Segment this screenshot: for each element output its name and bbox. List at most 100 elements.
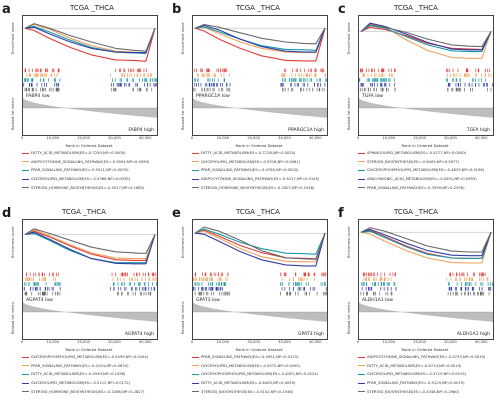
hit-mark — [484, 272, 486, 277]
hit-mark — [36, 287, 37, 291]
hit-mark — [478, 68, 479, 73]
hit-mark — [314, 68, 316, 73]
legend-swatch — [22, 187, 29, 189]
hit-mark — [43, 291, 45, 296]
hit-mark — [306, 87, 308, 92]
hit-mark — [156, 277, 157, 281]
hit-mark — [384, 277, 385, 281]
hit-mark — [129, 83, 131, 87]
hit-mark — [450, 272, 451, 277]
hit-mark — [117, 277, 118, 281]
hit-mark — [40, 68, 41, 73]
hit-mark — [363, 272, 364, 277]
hit-mark — [372, 68, 373, 73]
legend-text: ADIPOCYTOKINE_SIGNALING_PATHWAY(ES=-0.55… — [31, 159, 150, 164]
y-axis-label-rank: Ranked list metric — [181, 97, 185, 130]
hit-mark — [28, 277, 29, 281]
legend-swatch — [192, 382, 199, 384]
hit-mark — [210, 277, 212, 281]
hit-mark — [309, 287, 311, 291]
hit-mark — [373, 87, 375, 92]
legend-item: ARACHIDONIC_ACID_METABOLISM(ES=-0.4391,N… — [358, 175, 496, 184]
hit-mark — [459, 78, 461, 82]
legend-item: GLYCEROPHOSPHOLIPID_METABOLISM(ES=-0.483… — [358, 166, 496, 175]
hit-mark — [143, 282, 145, 286]
hit-mark — [280, 83, 282, 87]
hit-mark — [25, 277, 26, 281]
hit-mark — [390, 68, 392, 73]
hit-mark — [153, 78, 155, 82]
hit-mark — [299, 277, 301, 281]
hit-mark — [43, 87, 45, 92]
hit-mark — [145, 87, 147, 92]
hit-mark — [214, 73, 216, 77]
hit-mark — [455, 277, 456, 281]
hit-mark — [284, 272, 286, 277]
x-tick: 10,000 — [216, 340, 230, 344]
hit-mark — [480, 291, 482, 296]
enrichment-curve — [194, 26, 326, 51]
hit-mark — [139, 87, 141, 92]
hit-mark — [285, 68, 287, 73]
hit-mark — [301, 78, 303, 82]
hit-mark — [483, 291, 485, 296]
hit-mark — [469, 282, 470, 286]
hit-mark — [491, 83, 493, 87]
hit-mark — [382, 68, 383, 73]
hit-mark — [210, 291, 212, 296]
hit-mark — [297, 291, 299, 296]
hit-mark — [489, 282, 491, 286]
hit-mark — [368, 277, 369, 281]
hit-mark — [380, 87, 382, 92]
hit-mark — [198, 287, 200, 291]
hit-mark — [31, 87, 33, 92]
hit-mark — [135, 83, 137, 87]
legend-item: GLYCEROLIPID_METABOLISM(ES=-0.5572,NP=0.… — [192, 362, 330, 371]
hit-mark — [363, 291, 364, 296]
hit-mark — [299, 78, 300, 82]
hit-mark — [198, 282, 200, 286]
legend-item: PPAR_SIGNALING_PATHWAY(ES=-0.5129,NP=0.0… — [358, 379, 496, 388]
hit-mark — [452, 68, 454, 73]
hit-mark — [148, 277, 150, 281]
legend-text: FATTY_ACID_METABOLISM(ES=-0.7250,NP=0.00… — [31, 151, 126, 156]
enrichment-plot — [22, 15, 158, 69]
hit-mark — [118, 83, 120, 87]
hit-mark — [207, 291, 209, 296]
panel-title: TCGA _THCA — [394, 4, 438, 12]
hit-mark — [477, 291, 478, 296]
hit-mark — [203, 73, 205, 77]
hit-mark — [394, 272, 396, 277]
hit-mark — [124, 73, 126, 77]
hit-mark — [194, 291, 196, 296]
hit-mark — [32, 287, 34, 291]
hit-mark — [41, 272, 43, 277]
legend-text: GLYCEROLIPID_METABOLISM(ES=-0.5572,NP=0.… — [201, 363, 301, 368]
hit-mark — [325, 73, 326, 77]
hit-mark — [28, 87, 29, 92]
hit-mark — [295, 272, 296, 277]
hit-mark — [325, 272, 327, 277]
hit-mark — [139, 68, 140, 73]
hit-mark — [385, 277, 386, 281]
hit-mark — [208, 68, 209, 73]
panel-title: TCGA _THCA — [62, 208, 106, 216]
hit-mark — [46, 73, 47, 77]
hit-mark — [208, 287, 210, 291]
high-group-label: ALDH1A1 high — [456, 332, 490, 337]
hit-mark — [318, 87, 320, 92]
hit-mark — [380, 78, 381, 82]
hit-mark — [285, 272, 287, 277]
hit-mark — [139, 87, 140, 92]
hit-mark — [209, 87, 211, 92]
hit-mark — [295, 272, 297, 277]
hit-mark — [281, 83, 283, 87]
hit-mark — [377, 282, 379, 286]
legend-item: STEROID_BIOSYNTHESIS(ES=-0.5142,NP=0.154… — [192, 387, 330, 396]
hit-mark — [139, 78, 140, 82]
hit-mark — [456, 87, 458, 92]
hit-mark — [121, 73, 123, 77]
hit-mark — [461, 287, 462, 291]
hit-mark — [465, 282, 466, 286]
hit-mark — [131, 277, 132, 281]
